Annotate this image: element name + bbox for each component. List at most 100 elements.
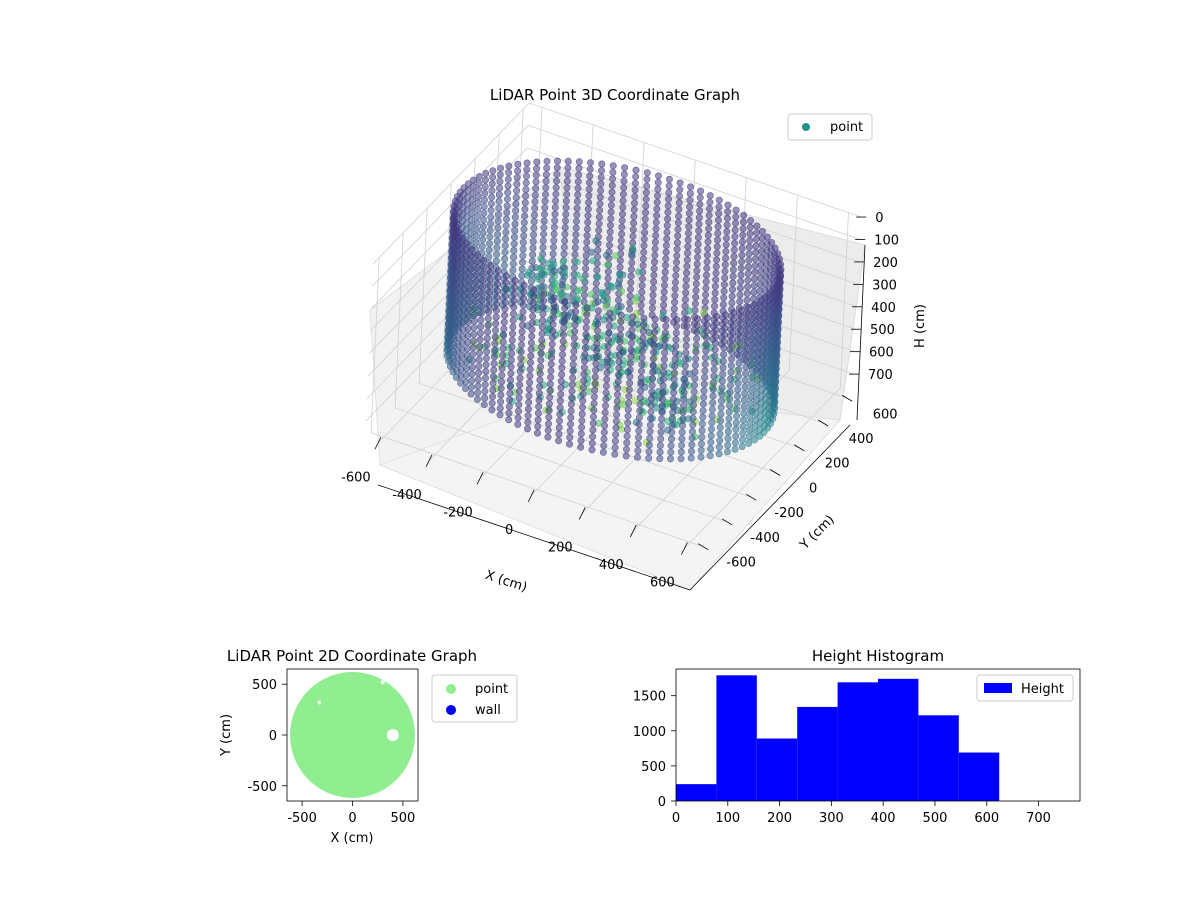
data-point <box>671 349 679 357</box>
data-point <box>748 366 756 374</box>
data-point <box>512 187 520 195</box>
data-point <box>662 322 670 330</box>
data-point <box>740 211 748 219</box>
grid-line-y <box>442 183 776 473</box>
data-point <box>568 380 576 388</box>
data-point <box>604 268 612 276</box>
data-point <box>631 179 639 187</box>
x-tick-label-histogram: 300 <box>819 811 844 826</box>
data-point <box>627 272 635 280</box>
grid-line-x <box>684 212 849 549</box>
data-point <box>708 418 716 426</box>
data-point <box>497 164 505 172</box>
data-point <box>661 268 669 276</box>
x-tick-label-histogram: 200 <box>767 811 792 826</box>
data-point <box>542 184 550 192</box>
h-tick-label: 500 <box>870 323 895 338</box>
data-point <box>564 171 572 179</box>
data-point <box>717 397 725 405</box>
data-point <box>494 217 502 225</box>
data-point <box>532 185 540 193</box>
data-point <box>530 286 538 294</box>
data-point <box>684 243 692 251</box>
data-point <box>693 267 701 275</box>
data-point <box>691 374 699 382</box>
data-point <box>691 368 699 376</box>
data-point <box>717 403 725 411</box>
data-point <box>515 394 523 402</box>
data-point <box>479 276 487 284</box>
data-point <box>713 249 721 257</box>
data-point <box>714 223 722 231</box>
data-point <box>558 281 566 289</box>
y-ticks-3d: -600 -400 -200 0 200 400 600 <box>697 394 898 571</box>
data-point <box>524 418 532 426</box>
data-point <box>539 310 547 318</box>
data-point <box>490 359 498 367</box>
data-point <box>731 239 739 247</box>
data-point <box>595 220 603 228</box>
data-point <box>671 298 679 306</box>
data-point <box>629 232 637 240</box>
data-point <box>698 433 706 441</box>
data-point <box>697 453 705 461</box>
data-point <box>582 245 590 253</box>
data-point <box>545 400 553 408</box>
data-point <box>490 366 498 374</box>
data-point <box>516 374 524 382</box>
data-point <box>536 265 544 273</box>
data-point <box>484 321 492 329</box>
data-point <box>464 318 472 326</box>
data-point <box>674 219 682 227</box>
data-point <box>742 356 750 364</box>
data-point <box>539 303 547 311</box>
x-tick-label: 600 <box>650 575 675 590</box>
data-point <box>615 358 623 366</box>
data-point <box>686 203 694 211</box>
data-point <box>481 374 489 382</box>
data-point <box>486 281 494 289</box>
y-tick-label-histogram: 1000 <box>633 725 666 740</box>
data-point <box>694 234 702 242</box>
data-point <box>728 286 736 294</box>
data-point <box>731 226 739 234</box>
data-point <box>622 452 630 460</box>
data-point <box>467 265 475 273</box>
data-point <box>589 433 597 441</box>
data-point <box>580 364 588 372</box>
data-point <box>552 190 560 198</box>
data-point <box>527 352 535 360</box>
data-point <box>541 204 549 212</box>
data-point <box>671 278 679 286</box>
data-point <box>519 301 527 309</box>
data-point <box>482 354 490 362</box>
data-point <box>592 237 600 245</box>
data-point <box>596 200 604 208</box>
data-point <box>661 335 669 343</box>
data-point <box>536 383 544 391</box>
data-point <box>549 320 557 328</box>
data-point <box>726 395 734 403</box>
data-point <box>719 364 727 372</box>
data-point <box>699 407 707 415</box>
data-point <box>673 322 681 330</box>
data-point <box>744 270 752 278</box>
data-point <box>673 239 681 247</box>
data-point <box>521 212 529 220</box>
data-point <box>564 164 572 172</box>
data-point <box>531 204 539 212</box>
data-point <box>585 185 593 193</box>
data-point <box>555 417 563 425</box>
data-point <box>652 225 660 233</box>
data-point <box>600 428 608 436</box>
data-point <box>675 192 683 200</box>
data-point <box>671 285 679 293</box>
data-point <box>595 226 603 234</box>
data-point <box>529 299 537 307</box>
data-point <box>638 281 646 289</box>
data-point <box>729 266 737 274</box>
data-point <box>589 257 597 265</box>
data-point <box>635 413 643 421</box>
data-point <box>705 205 713 213</box>
data-point <box>648 375 656 383</box>
